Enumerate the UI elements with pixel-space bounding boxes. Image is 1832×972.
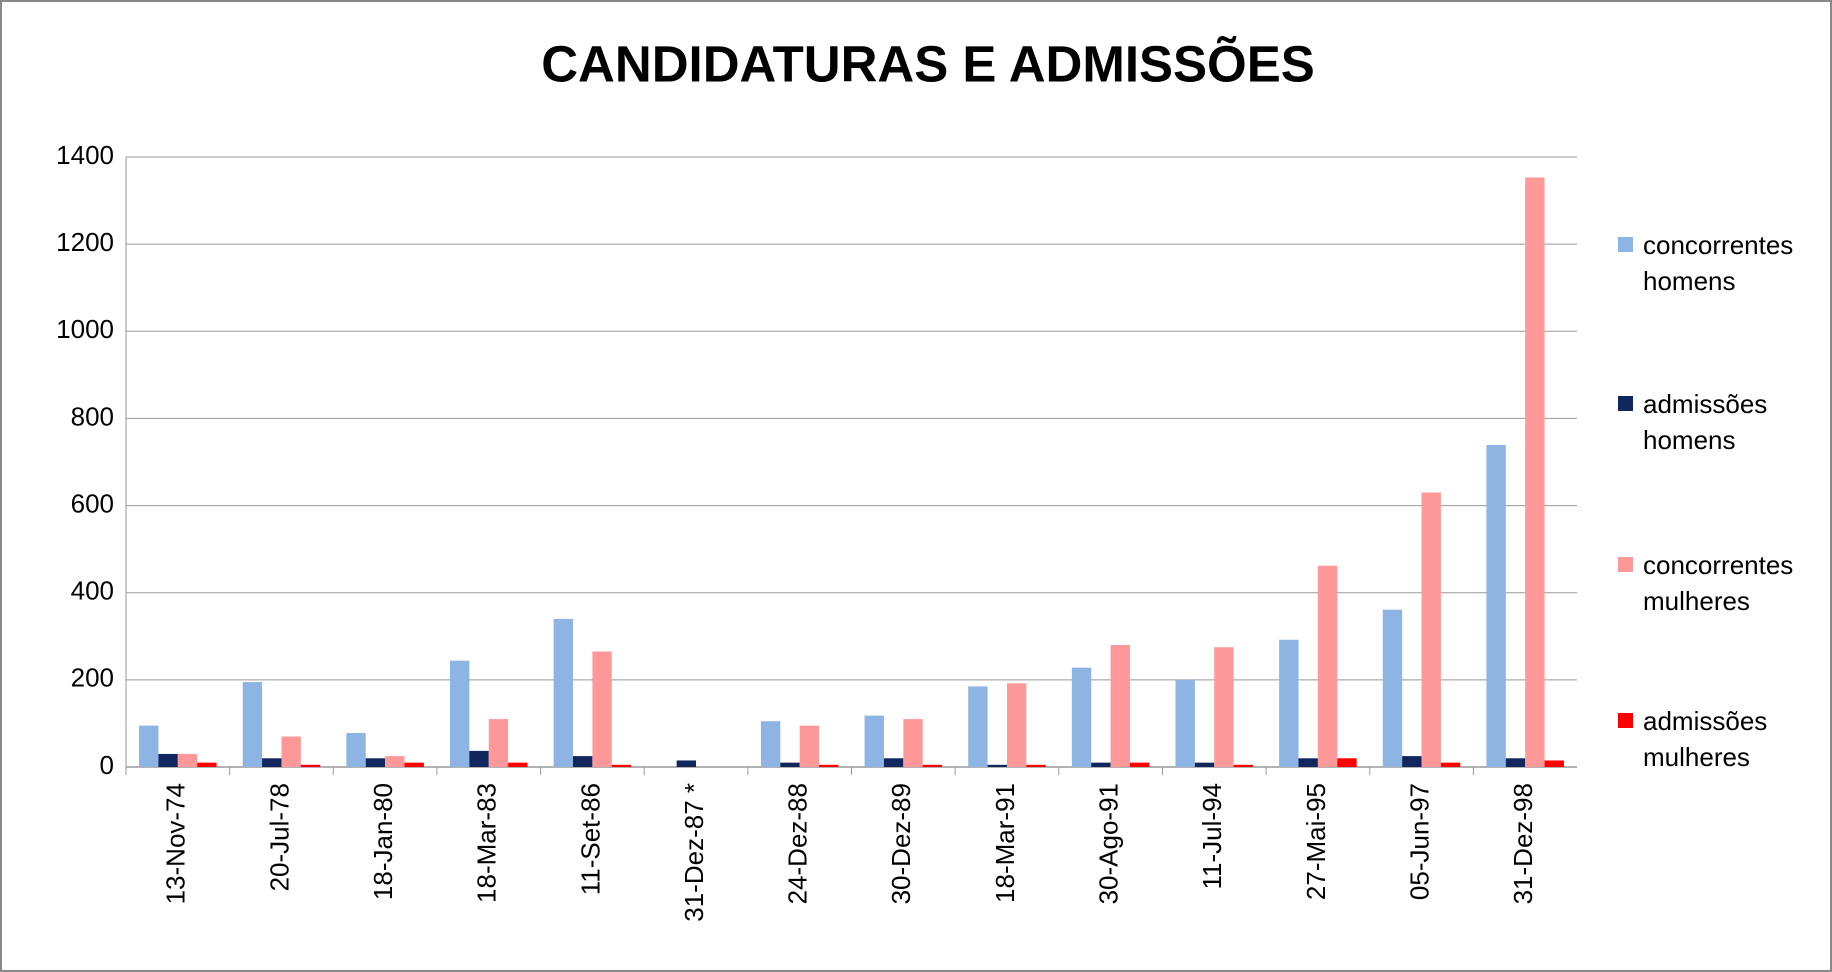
bar <box>1279 639 1299 767</box>
bar <box>592 651 612 767</box>
bar <box>864 715 884 767</box>
bar <box>1129 762 1150 767</box>
bar <box>819 764 839 767</box>
x-tick-label: 27-Mai-95 <box>1301 783 1331 900</box>
y-tick-label: 1000 <box>56 314 114 344</box>
bar <box>1175 679 1195 767</box>
bar <box>676 760 697 767</box>
bar <box>1298 758 1318 767</box>
bar <box>1337 758 1357 767</box>
legend-label: concorrentes mulheres <box>1643 550 1794 616</box>
bar <box>987 764 1007 767</box>
bar <box>553 618 574 767</box>
x-tick-label: 05-Jun-97 <box>1404 783 1434 900</box>
legend-swatch <box>1618 557 1633 572</box>
bar <box>508 762 528 767</box>
bar <box>883 758 904 767</box>
y-tick-label: 400 <box>71 576 114 606</box>
bar <box>197 762 217 767</box>
bar <box>488 719 509 767</box>
bar <box>1525 177 1545 767</box>
legend-swatch <box>1618 396 1633 411</box>
chart-title: CANDIDATURAS E ADMISSÕES <box>541 34 1315 92</box>
y-tick-label: 600 <box>71 488 114 518</box>
x-tick-label: 18-Mar-83 <box>472 783 502 903</box>
bar <box>922 764 943 767</box>
bar <box>1486 445 1506 767</box>
x-tick-label: 11-Set-86 <box>575 783 605 895</box>
bar <box>1026 764 1046 767</box>
bar <box>1006 683 1027 767</box>
x-tick-label: 31-Dez-98 <box>1508 783 1538 904</box>
bar <box>449 660 470 767</box>
legend-label: concorrentes homens <box>1643 230 1794 296</box>
legend-swatch <box>1618 237 1633 252</box>
y-tick-label: 1200 <box>56 227 114 257</box>
bar <box>469 750 489 767</box>
legend-label: admissões mulheres <box>1643 706 1768 772</box>
bar <box>760 721 781 767</box>
bar <box>1071 667 1092 767</box>
legend-swatch <box>1618 713 1633 728</box>
y-tick-label: 0 <box>100 750 114 780</box>
bar <box>1194 762 1215 767</box>
bar <box>780 762 800 767</box>
x-tick-label: 30-Ago-91 <box>1093 783 1123 904</box>
x-tick-label: 13-Nov-74 <box>161 783 191 904</box>
bar <box>1382 609 1403 767</box>
bar <box>1214 647 1234 767</box>
bar <box>968 686 988 767</box>
x-tick-label: 24-Dez-88 <box>783 783 813 904</box>
bar <box>611 764 632 767</box>
bar <box>365 758 386 767</box>
bar <box>1233 764 1254 767</box>
bar <box>903 719 923 767</box>
bar <box>385 756 405 767</box>
bar <box>300 764 321 767</box>
x-tick-label: 18-Jan-80 <box>368 783 398 900</box>
bar <box>281 736 301 767</box>
bar <box>1110 645 1130 767</box>
bar <box>158 753 178 767</box>
bar <box>346 733 366 767</box>
y-tick-label: 800 <box>71 401 114 431</box>
bar <box>404 762 424 767</box>
x-tick-label: 30-Dez-89 <box>886 783 916 904</box>
bar <box>1421 492 1441 767</box>
x-tick-label: 31-Dez-87 * <box>679 783 709 922</box>
bar <box>1091 762 1111 767</box>
bar <box>1544 760 1564 767</box>
bar <box>799 725 820 767</box>
y-tick-label: 200 <box>71 663 114 693</box>
legend-label: admissões homens <box>1643 389 1768 455</box>
bar <box>1440 762 1461 767</box>
bar <box>177 753 198 767</box>
bar <box>242 682 263 767</box>
bar <box>1402 756 1422 767</box>
bar <box>139 725 159 767</box>
bar <box>1505 758 1526 767</box>
x-tick-label: 11-Jul-94 <box>1197 783 1227 889</box>
x-tick-label: 18-Mar-91 <box>990 783 1020 903</box>
x-tick-label: 20-Jul-78 <box>264 783 294 891</box>
bar <box>1317 565 1338 767</box>
bar <box>573 756 593 767</box>
bar <box>262 758 282 767</box>
y-tick-label: 1400 <box>56 140 114 170</box>
